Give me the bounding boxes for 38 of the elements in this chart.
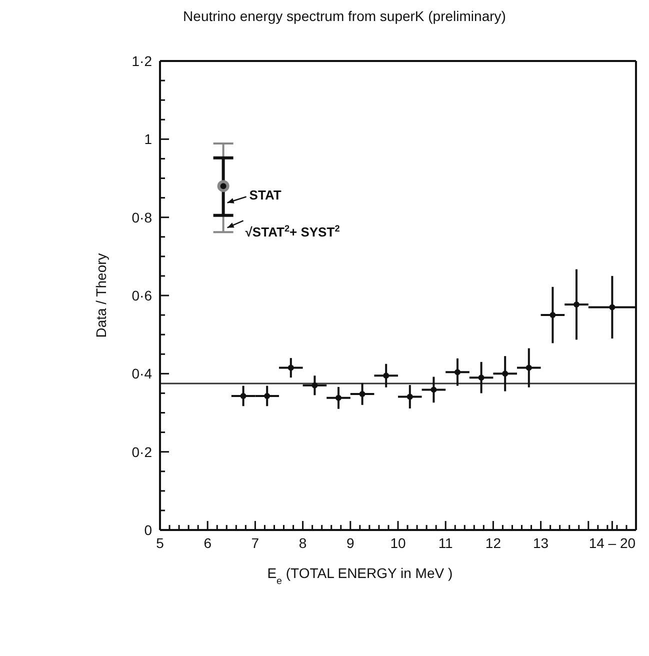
x-tick-label: 13 <box>533 535 549 551</box>
y-tick-label: 1·2 <box>132 53 152 69</box>
x-tick-label: 12 <box>485 535 502 551</box>
point <box>550 312 556 318</box>
x-axis-title: E$_{e}$ (TOTAL ENERGY in MeV ) <box>267 565 453 586</box>
point <box>240 392 246 399</box>
point <box>288 364 294 371</box>
point <box>359 390 366 397</box>
x-tick-label: 14 – 20 <box>588 535 636 551</box>
point <box>502 370 508 377</box>
x-tick-label: 9 <box>346 535 354 551</box>
annotation: STAT <box>249 188 282 203</box>
annotation: √STAT$^{2}$+ SYST$^{2}$ <box>245 224 340 240</box>
x-tick-label: 10 <box>390 535 406 551</box>
y-tick-label: 0·2 <box>132 444 152 460</box>
y-tick-label: 0 <box>144 522 152 538</box>
chart-title: Neutrino energy spectrum from superK (preliminary) <box>182 8 507 26</box>
point <box>574 301 580 308</box>
point <box>478 374 484 381</box>
x-tick-label: 8 <box>298 535 307 551</box>
point <box>454 369 460 376</box>
x-tick-label: 11 <box>438 535 454 551</box>
point <box>312 382 318 388</box>
point <box>526 364 532 371</box>
x-tick-label: 6 <box>204 535 212 551</box>
point <box>336 394 342 401</box>
y-tick-label: 1 <box>144 131 152 148</box>
point <box>383 372 390 379</box>
point <box>406 394 413 400</box>
point <box>609 304 616 310</box>
y-tick-label: 0·8 <box>132 209 152 226</box>
y-axis-title: Data / Theory <box>93 253 109 338</box>
y-tick-label: 0·6 <box>132 288 152 304</box>
x-tick-label: 7 <box>251 535 260 551</box>
x-tick-label: 5 <box>156 535 164 551</box>
point <box>430 386 437 393</box>
point <box>264 392 270 399</box>
y-tick-label: 0·4 <box>132 366 152 382</box>
